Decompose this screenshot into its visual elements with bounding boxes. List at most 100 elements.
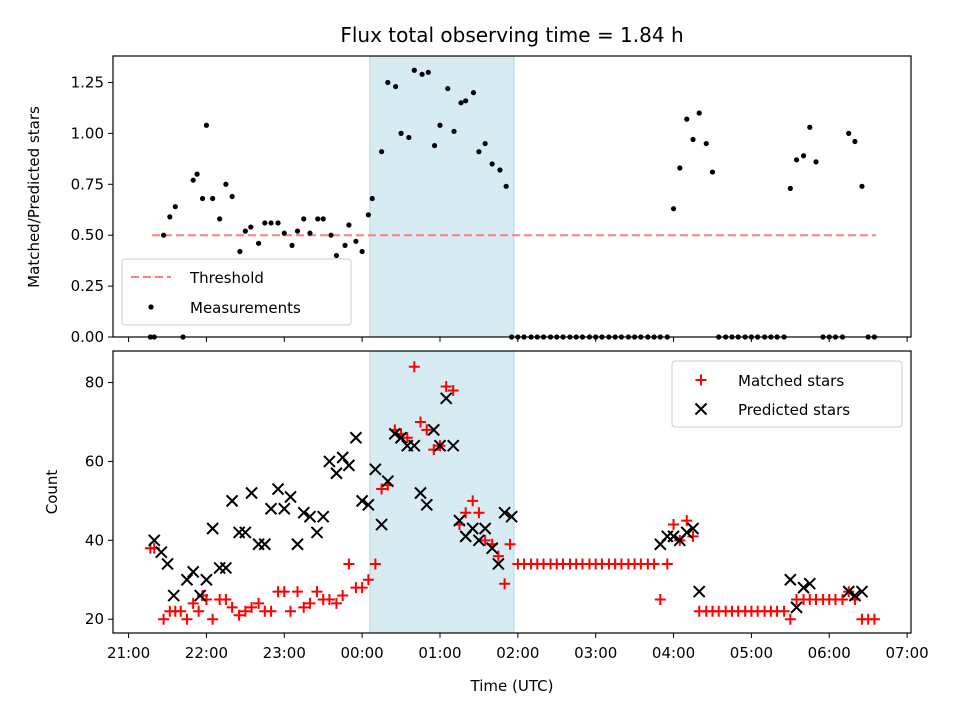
measurement-point <box>320 216 326 222</box>
measurement-point <box>289 242 295 248</box>
measurement-point <box>696 110 702 116</box>
matched-star-point <box>369 558 381 570</box>
measurement-point <box>167 214 173 220</box>
measurement-point <box>437 122 443 128</box>
measurement-point <box>333 252 340 259</box>
matched-star-point <box>323 593 335 605</box>
top-y-tick-label: 1.00 <box>71 124 104 142</box>
measurement-point <box>229 193 235 200</box>
measurement-point <box>328 232 334 238</box>
predicted-star-point <box>855 585 869 598</box>
measurement-point <box>431 142 438 149</box>
predicted-star-point <box>186 565 200 579</box>
measurement-point <box>684 116 690 122</box>
predicted-star-point <box>206 522 219 535</box>
measurement-point <box>489 161 495 167</box>
legend-matched-label: Matched stars <box>738 372 844 390</box>
predicted-star-point <box>414 486 427 500</box>
matched-star-point <box>265 605 277 617</box>
measurement-point <box>359 248 365 255</box>
matched-star-point <box>499 578 511 590</box>
legend-matched-swatch <box>695 374 707 386</box>
measurement-point <box>690 136 696 143</box>
matched-star-point <box>654 593 666 605</box>
measurement-point <box>411 67 417 73</box>
matched-star-point <box>376 483 388 495</box>
measurement-point <box>262 220 268 226</box>
predicted-star-point <box>686 522 700 535</box>
top-y-tick-label: 0.50 <box>71 226 104 244</box>
matched-star-point <box>337 590 349 602</box>
matched-star-point <box>292 586 304 598</box>
matched-star-point <box>504 538 516 550</box>
matched-star-point <box>356 582 368 594</box>
measurement-point <box>203 122 210 128</box>
legend-threshold-label: Threshold <box>189 269 264 287</box>
matched-star-point <box>421 424 433 436</box>
matched-star-point <box>408 361 420 373</box>
matched-star-point <box>233 609 245 621</box>
measurement-point <box>365 212 371 218</box>
predicted-star-point <box>252 538 265 551</box>
legend-measurements-label: Measurements <box>190 299 301 317</box>
predicted-star-point <box>693 585 706 598</box>
matched-star-point <box>304 597 316 609</box>
chart-title: Flux total observing time = 1.84 h <box>340 23 683 47</box>
measurement-point <box>275 220 281 226</box>
predicted-star-point <box>278 502 291 515</box>
bottom-plot-frame <box>112 350 912 634</box>
matched-star-point <box>473 507 485 519</box>
bottom-legend-box <box>671 360 903 428</box>
predicted-star-point <box>505 510 518 523</box>
matched-star-point <box>784 613 796 625</box>
predicted-star-point <box>232 526 246 539</box>
matched-star-point <box>467 495 479 507</box>
predicted-star-point <box>661 530 674 543</box>
star-count-points <box>144 361 880 625</box>
measurement-point <box>301 216 307 222</box>
predicted-star-point <box>790 601 803 614</box>
measurement-point <box>199 195 206 202</box>
measurement-point <box>393 83 399 90</box>
predicted-star-point <box>485 541 499 555</box>
matched-star-point <box>207 613 219 625</box>
measurement-point <box>353 238 359 244</box>
predicted-star-point <box>303 510 317 523</box>
measurement-point <box>482 140 488 147</box>
predicted-star-point <box>284 490 297 504</box>
measurement-point <box>677 165 683 171</box>
x-tick-label: 02:00 <box>496 644 539 662</box>
measurement-point <box>470 90 477 96</box>
measurement-point <box>476 149 482 155</box>
measurement-point <box>852 138 858 145</box>
measurement-point <box>813 159 819 165</box>
predicted-star-point <box>362 498 375 512</box>
predicted-star-point <box>316 510 330 523</box>
predicted-star-point <box>667 530 680 543</box>
x-tick-label: 05:00 <box>730 644 773 662</box>
measurement-point <box>670 206 677 212</box>
predicted-star-point <box>264 502 278 515</box>
predicted-star-point <box>797 581 810 594</box>
predicted-star-point <box>271 482 285 496</box>
bottom-panel: 21:00 22:00 23:00 00:00 01:00 02:00 03:00 04:00… <box>43 350 929 695</box>
measurement-point <box>787 185 793 191</box>
measurement-point <box>406 134 412 141</box>
matched-star-point <box>415 416 427 428</box>
matched-star-point <box>681 515 693 527</box>
measurement-point <box>425 69 431 75</box>
legend-predicted-swatch <box>694 402 708 416</box>
matched-star-point <box>362 574 374 586</box>
matched-star-point <box>868 613 880 625</box>
measurement-point <box>172 204 178 210</box>
top-y-axis-label: Matched/Predicted stars <box>25 106 43 288</box>
matched-star-point <box>158 613 170 625</box>
top-plot-frame <box>112 55 912 338</box>
bottom-y-axis-label: Count <box>43 470 61 515</box>
matched-star-point <box>343 558 355 570</box>
matched-star-point <box>246 601 258 613</box>
x-tick-label: 01:00 <box>418 644 461 662</box>
measurement-point <box>190 177 196 183</box>
x-tick-label: 21:00 <box>107 644 150 662</box>
